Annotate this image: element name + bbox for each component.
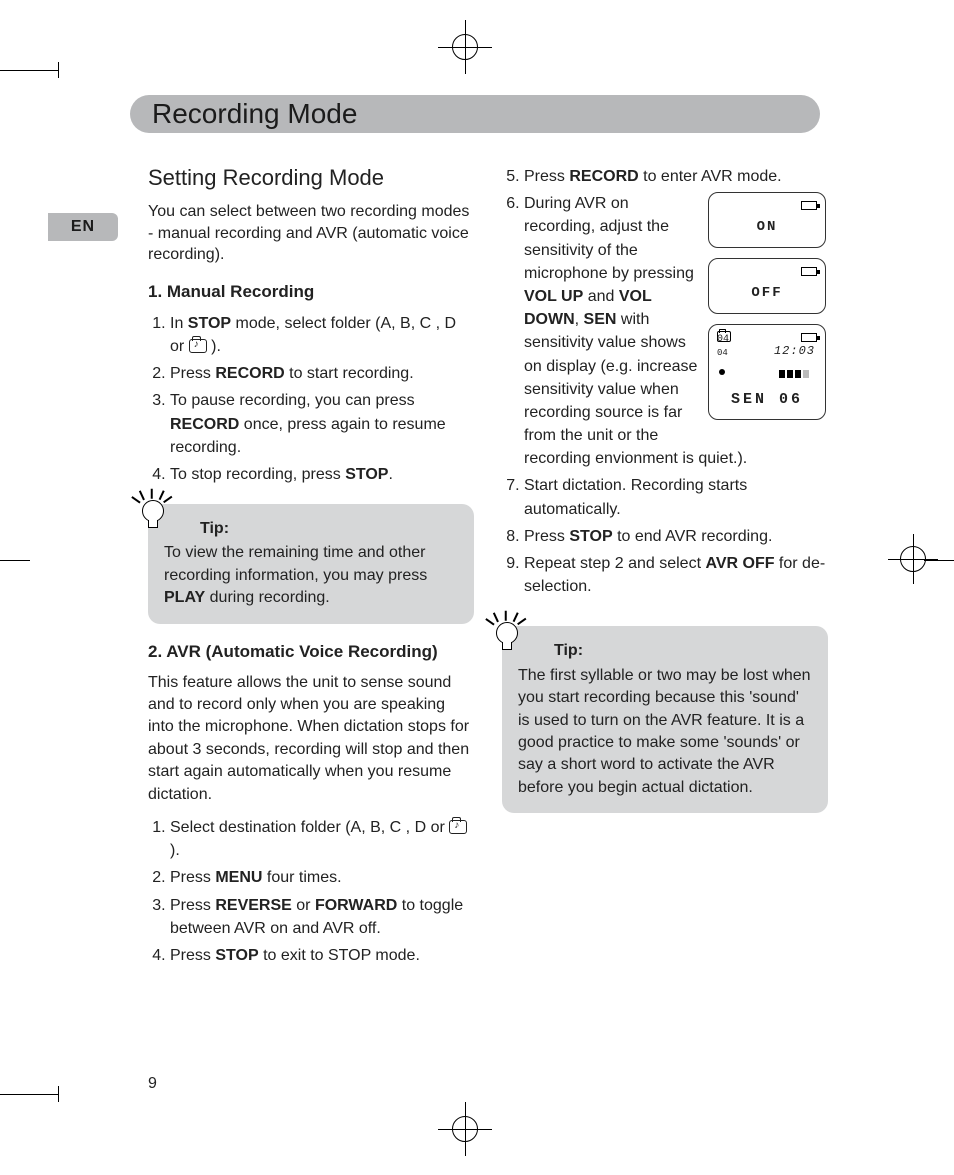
sec2-step-4: Press STOP to exit to STOP mode.	[170, 944, 474, 967]
sec1-step-3: To pause recording, you can press RECORD…	[170, 389, 474, 459]
subheading: Setting Recording Mode	[148, 165, 474, 191]
folder-icon	[449, 820, 467, 834]
sec2-step-2: Press MENU four times.	[170, 866, 474, 889]
column-left: Setting Recording Mode You can select be…	[148, 165, 474, 971]
content-columns: Setting Recording Mode You can select be…	[148, 165, 828, 971]
sec2-step-3: Press REVERSE or FORWARD to toggle betwe…	[170, 894, 474, 940]
lcd-on-text: ON	[709, 217, 825, 237]
tip-2-label: Tip:	[554, 640, 812, 662]
section-2-steps: Select destination folder (A, B, C , D o…	[148, 816, 474, 967]
crop-line-bottom-left-v	[58, 1086, 59, 1102]
tip-box-2: Tip: The first syllable or two may be lo…	[502, 626, 828, 813]
lcd-sen: 04 04 12:03 SEN 06	[708, 324, 826, 420]
lcd-sen-text: SEN 06	[709, 389, 825, 411]
section-1-heading: 1. Manual Recording	[148, 282, 474, 302]
intro-paragraph: You can select between two recording mod…	[148, 201, 474, 266]
sec1-step-4: To stop recording, press STOP.	[170, 463, 474, 486]
language-tab: EN	[48, 213, 118, 241]
lcd-off: OFF	[708, 258, 826, 314]
lcd-index-top: 04	[717, 333, 729, 348]
sec2-step-1: Select destination folder (A, B, C , D o…	[170, 816, 474, 862]
battery-icon	[801, 201, 817, 210]
sec2-step-5: Press RECORD to enter AVR mode.	[524, 165, 828, 188]
record-dot-icon	[719, 369, 725, 375]
lightbulb-icon	[130, 486, 178, 534]
section-2-intro: This feature allows the unit to sense so…	[148, 672, 474, 806]
section-2-steps-continued: Press RECORD to enter AVR mode. ON OFF	[502, 165, 828, 598]
crop-line-top-left-v	[58, 62, 59, 78]
sec2-step-7: Start dictation. Recording starts automa…	[524, 474, 828, 520]
page-title-bar: Recording Mode	[130, 95, 820, 133]
page-title: Recording Mode	[152, 98, 357, 130]
folder-icon	[189, 339, 207, 353]
language-tab-label: EN	[71, 218, 95, 236]
battery-icon	[801, 333, 817, 342]
crop-line-bottom-left	[0, 1094, 58, 1095]
tip-1-text: To view the remaining time and other rec…	[164, 542, 458, 609]
section-2-heading: 2. AVR (Automatic Voice Recording)	[148, 642, 474, 662]
sec1-step-1: In STOP mode, select folder (A, B, C , D…	[170, 312, 474, 358]
lcd-time: 12:03	[774, 343, 815, 360]
sec2-step-8: Press STOP to end AVR recording.	[524, 525, 828, 548]
tip-2-text: The first syllable or two may be lost wh…	[518, 665, 812, 799]
level-bar	[779, 365, 815, 373]
tip-1-label: Tip:	[200, 518, 458, 540]
page-number: 9	[148, 1075, 157, 1093]
battery-icon	[801, 267, 817, 276]
crop-line-left	[0, 560, 30, 561]
column-right: Press RECORD to enter AVR mode. ON OFF	[502, 165, 828, 971]
crop-line-top-left	[0, 70, 58, 71]
lcd-on: ON	[708, 192, 826, 248]
lcd-stack: ON OFF 04 04 12:03	[708, 192, 828, 430]
lcd-off-text: OFF	[709, 283, 825, 303]
lightbulb-icon	[484, 608, 532, 656]
sec2-step-9: Repeat step 2 and select AVR OFF for de-…	[524, 552, 828, 598]
lcd-index-bot: 04	[717, 347, 728, 360]
sec1-step-2: Press RECORD to start recording.	[170, 362, 474, 385]
section-1-steps: In STOP mode, select folder (A, B, C , D…	[148, 312, 474, 486]
sec2-step-6: ON OFF 04 04 12:03	[524, 192, 828, 470]
crop-line-right	[924, 560, 954, 561]
tip-box-1: Tip: To view the remaining time and othe…	[148, 504, 474, 624]
